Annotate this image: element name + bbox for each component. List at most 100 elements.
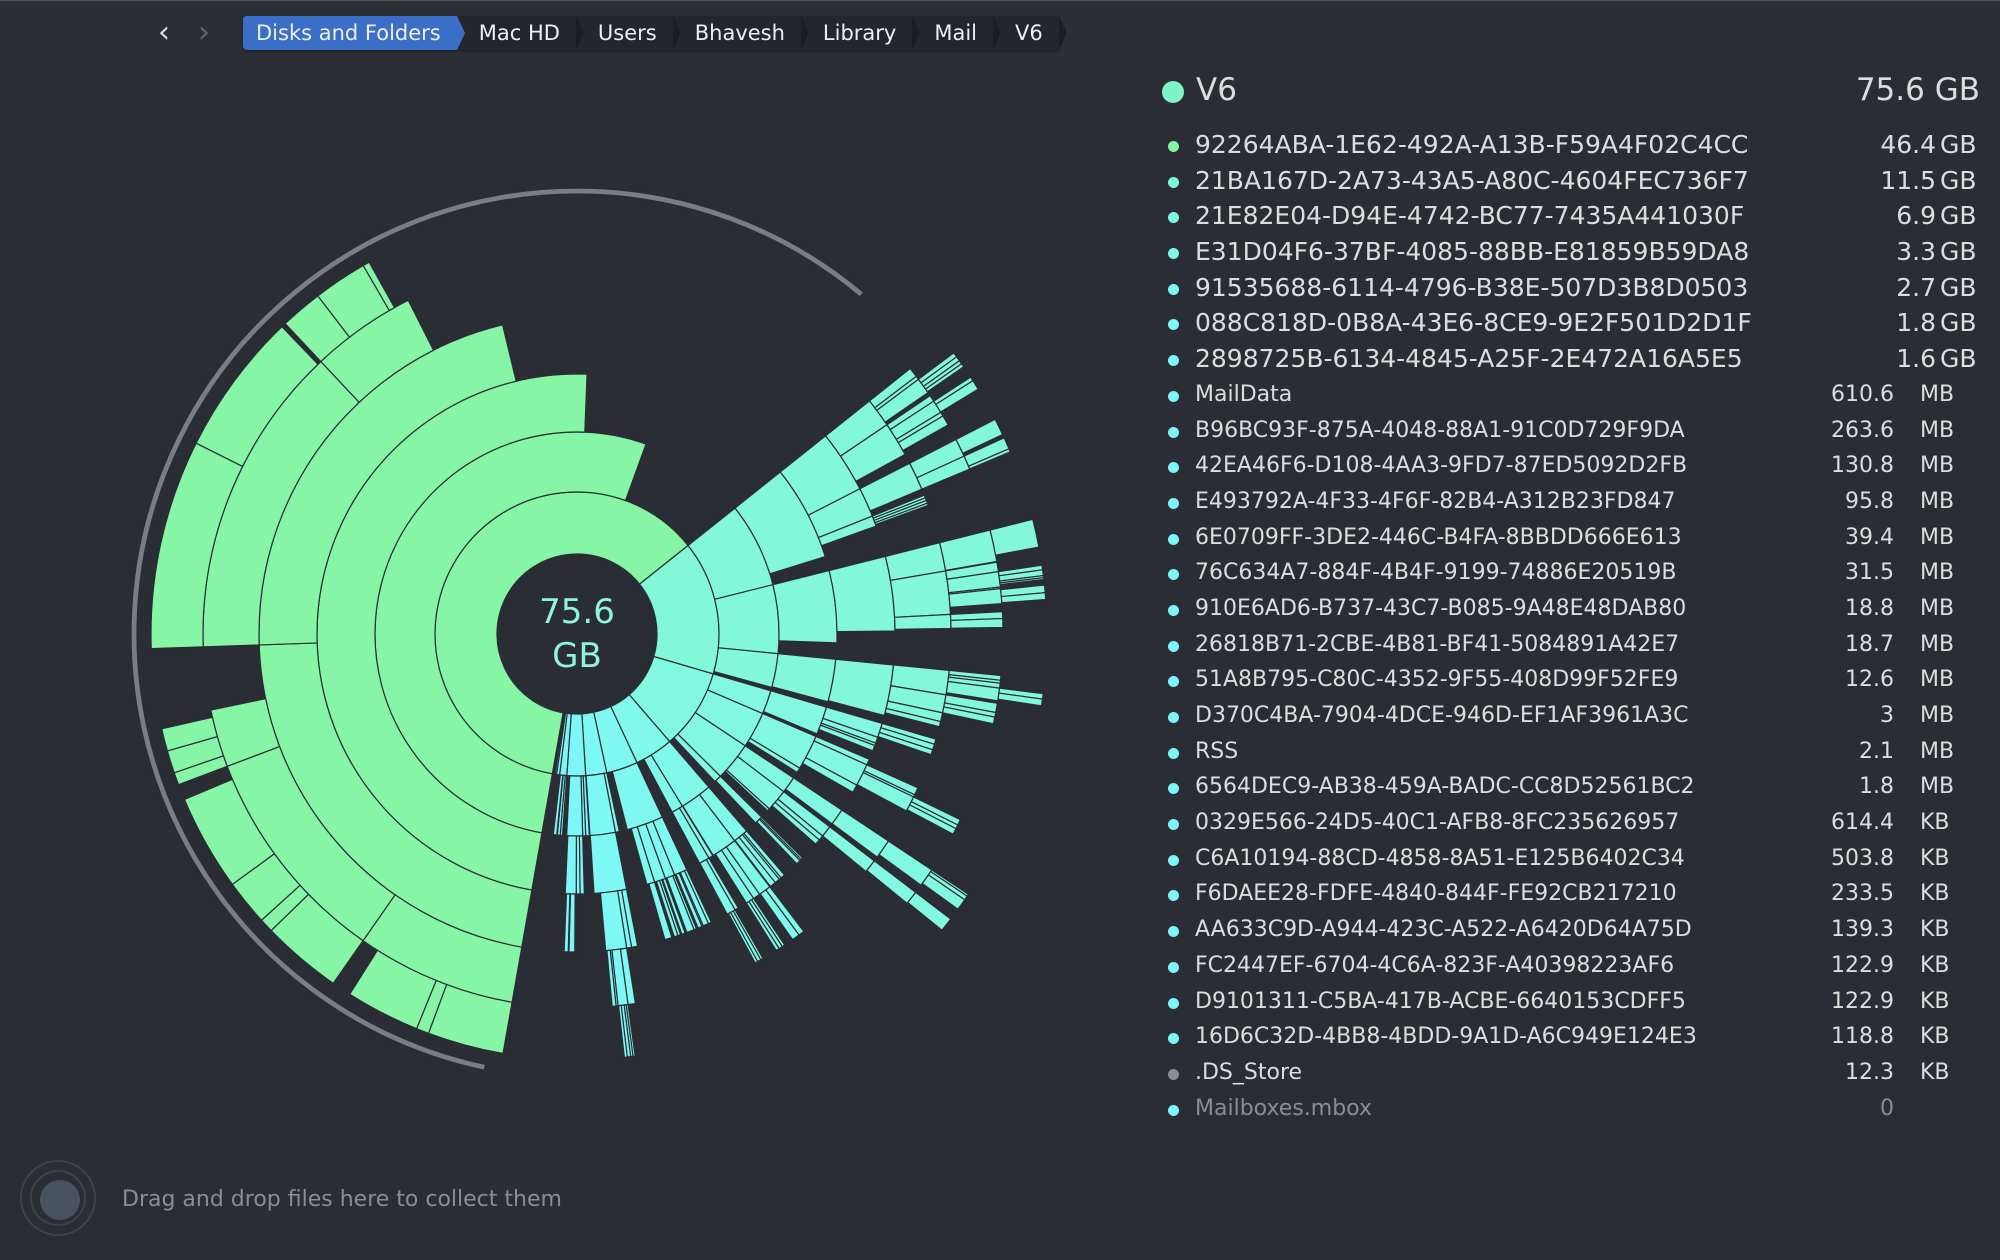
sunburst-segment[interactable] [727,911,759,964]
sunburst-segment[interactable] [818,724,876,752]
sunburst-segment[interactable] [999,577,1045,586]
sunburst-segment[interactable] [906,809,954,836]
sunburst-segment[interactable] [362,261,396,312]
breadcrumb-item[interactable]: Mac HD [457,16,585,50]
sunburst-segment[interactable] [130,187,865,1071]
sunburst-segment[interactable] [734,836,777,888]
list-item[interactable]: 21BA167D-2A73-43A5-A80C-4604FEC736F7 11.5… [1160,163,1980,199]
list-item[interactable]: 51A8B795-C80C-4352-9F55-408D99F52FE9 12.6… [1160,662,1980,698]
sunburst-segment[interactable] [745,900,781,952]
sunburst-segment[interactable] [563,893,571,953]
sunburst-segment[interactable] [675,872,703,929]
sunburst-segment[interactable] [874,502,929,526]
breadcrumb-item[interactable]: V6 [993,16,1067,50]
list-item[interactable]: 16D6C32D-4BB8-4BDD-9A1D-A6C949E124E3 118.… [1160,1019,1980,1055]
breadcrumb-item[interactable]: Disks and Folders [243,16,465,50]
sunburst-center[interactable] [497,554,657,714]
sunburst-segment[interactable] [877,731,934,756]
close-button[interactable] [21,24,40,43]
breadcrumb-item[interactable]: Mail [912,16,1001,50]
list-item[interactable]: AA633C9D-A944-423C-A522-A6420D64A75D 139.… [1160,912,1980,948]
sunburst-segment[interactable] [924,362,965,393]
sunburst-segment[interactable] [893,613,952,630]
item-color-dot [1168,890,1179,902]
list-item[interactable]: D370C4BA-7904-4DCE-946D-EF1AF3961A3C 3 MB [1160,698,1980,734]
list-item[interactable]: RSS 2.1 MB [1160,734,1980,770]
sunburst-segment[interactable] [1000,592,1047,604]
sunburst-segment[interactable] [160,716,219,752]
sunburst-chart[interactable] [0,64,1150,1164]
zoom-button[interactable] [85,24,104,43]
list-item[interactable]: 26818B71-2CBE-4B81-BF41-5084891A42E7 18.7… [1160,627,1980,663]
list-item[interactable]: 21E82E04-D94E-4742-BC77-7435A441030F 6.9 G… [1160,198,1980,234]
minimize-button[interactable] [53,24,72,43]
list-item[interactable]: 42EA46F6-D108-4AA3-9FD7-87ED5092D2FB 130.… [1160,448,1980,484]
sunburst-segment[interactable] [884,707,942,728]
back-button[interactable]: ‹ [158,15,170,50]
item-color-dot [1168,747,1179,759]
sunburst-segment[interactable] [906,891,952,932]
list-item[interactable]: FC2447EF-6704-4C6A-823F-A40398223AF6 122.… [1160,948,1980,984]
list-item[interactable]: 088C818D-0B8A-43E6-8CE9-9E2F501D2D1F 1.8 G… [1160,305,1980,341]
sunburst-segment[interactable] [827,658,895,717]
sunburst-segment[interactable] [195,325,319,468]
list-item[interactable]: C6A10194-88CD-4858-8A51-E125B6402C34 503.… [1160,841,1980,877]
list-item[interactable]: 6564DEC9-AB38-459A-BADC-CC8D52561BC2 1.8 M… [1160,769,1980,805]
sunburst-segment[interactable] [647,883,666,941]
sunburst-segment[interactable] [967,448,1012,470]
sunburst-segment[interactable] [755,818,801,865]
list-item[interactable]: 0329E566-24D5-40C1-AFB8-8FC235626957 614.… [1160,805,1980,841]
list-item[interactable]: D9101311-C5BA-417B-ACBE-6640153CDFF5 122.… [1160,984,1980,1020]
sunburst-segment[interactable] [772,569,838,644]
list-item[interactable]: F6DAEE28-FDFE-4840-844F-FE92CB217210 233.… [1160,876,1980,912]
center-total[interactable]: 75.6 GB [497,590,657,678]
sunburst-segment[interactable] [183,778,276,886]
sunburst-segment[interactable] [606,949,617,1007]
sunburst-segment[interactable] [747,737,801,774]
list-item[interactable]: E31D04F6-37BF-4085-88BB-E81859B59DA8 3.3 G… [1160,234,1980,270]
list-item[interactable]: Mailboxes.mbox 0 [1160,1091,1980,1127]
list-item[interactable]: 92264ABA-1E62-492A-A13B-F59A4F02C4CC 46.4… [1160,127,1980,163]
sunburst-segment[interactable] [552,774,564,836]
sunburst-segment[interactable] [997,692,1044,707]
sunburst-segment[interactable] [655,879,679,938]
sunburst-segment[interactable] [771,801,821,845]
item-unit: KB [1920,1059,1950,1085]
item-color-dot [1168,248,1179,260]
sunburst-segment[interactable] [950,617,1004,629]
sunburst-segment[interactable] [666,874,695,934]
sunburst-segment[interactable] [897,415,949,452]
item-color-dot [1168,1033,1179,1045]
item-name: 26818B71-2CBE-4B81-BF41-5084891A42E7 [1195,631,1680,657]
breadcrumb-item[interactable]: Library [801,16,921,50]
item-size: 18.8 [1845,595,1894,621]
breadcrumb-item[interactable]: Users [576,16,681,50]
list-item[interactable]: E493792A-4F33-4F6F-82B4-A312B23FD847 95.8… [1160,484,1980,520]
sunburst-segment[interactable] [955,418,1004,455]
sunburst-segment[interactable] [564,835,577,895]
list-item[interactable]: 6E0709FF-3DE2-446C-B4FA-8BBDD666E613 39.4… [1160,520,1980,556]
list-item[interactable]: B96BC93F-875A-4048-88A1-91C0D729F9DA 263.… [1160,413,1980,449]
list-item[interactable]: .DS_Store 12.3 KB [1160,1055,1980,1091]
sunburst-segment[interactable] [801,756,858,794]
collector-drop-icon[interactable] [20,1160,96,1236]
sunburst-segment[interactable] [921,874,966,911]
list-item[interactable]: 2898725B-6134-4845-A25F-2E472A16A5E5 1.6 G… [1160,341,1980,377]
list-item[interactable]: 76C634A7-884F-4B4F-9199-74886E20519B 31.5… [1160,555,1980,591]
sunburst-segment[interactable] [828,555,896,633]
sunburst-segment[interactable] [589,831,628,895]
breadcrumb-item[interactable]: Bhavesh [673,16,810,50]
list-item[interactable]: MailData 610.6 MB [1160,377,1980,413]
item-color-dot [1168,212,1179,224]
sunburst-segment[interactable] [724,769,771,812]
forward-button[interactable]: › [198,15,210,50]
list-item[interactable]: 910E6AD6-B737-43C7-B085-9A48E48DAB80 18.8… [1160,591,1980,627]
item-name: D9101311-C5BA-417B-ACBE-6640153CDFF5 [1195,988,1686,1014]
sunburst-segment[interactable] [989,518,1040,556]
sunburst-segment[interactable] [348,949,437,1030]
item-name: 910E6AD6-B737-43C7-B085-9A48E48DAB80 [1195,595,1687,621]
sunburst-segment[interactable] [759,889,800,941]
sunburst-segment[interactable] [565,775,584,837]
item-unit: GB [1940,237,1977,267]
list-item[interactable]: 91535688-6114-4796-B38E-507D3B8D0503 2.7 G… [1160,270,1980,306]
